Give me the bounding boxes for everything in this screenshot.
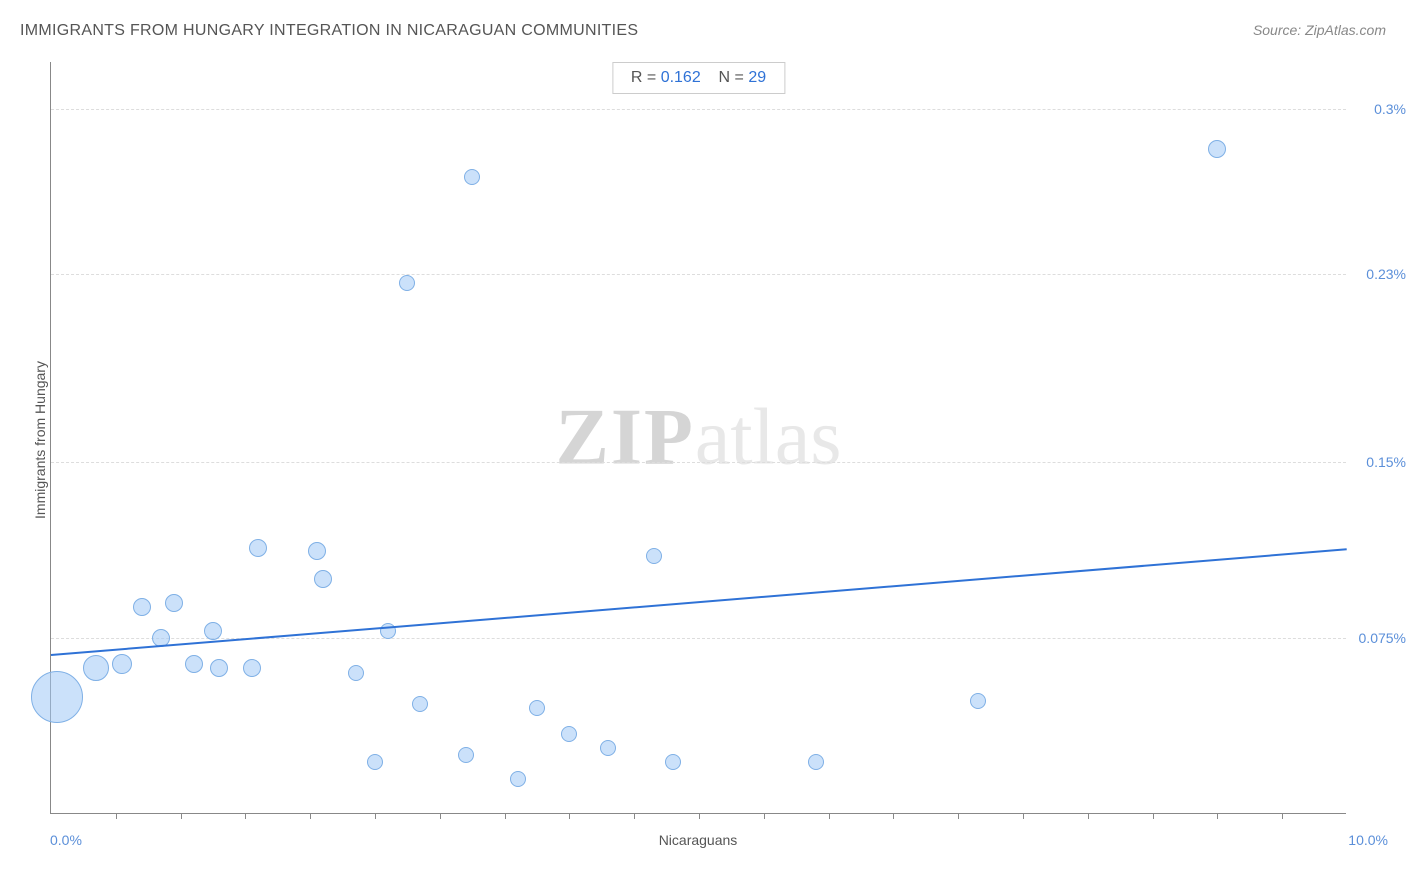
data-point <box>464 169 480 185</box>
data-point <box>399 275 415 291</box>
x-tick <box>245 813 246 819</box>
x-tick <box>1282 813 1283 819</box>
r-label: R = <box>631 69 661 86</box>
gridline <box>51 274 1346 275</box>
trendline <box>51 548 1347 656</box>
x-tick <box>1023 813 1024 819</box>
data-point <box>133 598 151 616</box>
x-tick <box>829 813 830 819</box>
watermark-bold: ZIP <box>556 393 695 481</box>
data-point <box>165 594 183 612</box>
data-point <box>510 771 526 787</box>
y-axis-label: Immigrants from Hungary <box>32 361 48 519</box>
x-tick <box>116 813 117 819</box>
data-point <box>561 726 577 742</box>
data-point <box>367 754 383 770</box>
data-point <box>314 570 332 588</box>
x-tick <box>893 813 894 819</box>
data-point <box>412 696 428 712</box>
gridline <box>51 109 1346 110</box>
x-tick <box>181 813 182 819</box>
data-point <box>529 700 545 716</box>
data-point <box>243 659 261 677</box>
stats-legend: R = 0.162 N = 29 <box>612 62 785 94</box>
x-tick <box>958 813 959 819</box>
x-tick <box>440 813 441 819</box>
y-tick-label: 0.23% <box>1366 266 1406 282</box>
x-tick <box>699 813 700 819</box>
x-min-label: 0.0% <box>50 832 82 848</box>
y-tick-label: 0.3% <box>1374 101 1406 117</box>
data-point <box>31 671 83 723</box>
x-tick <box>764 813 765 819</box>
chart-title: IMMIGRANTS FROM HUNGARY INTEGRATION IN N… <box>20 22 638 40</box>
x-tick <box>375 813 376 819</box>
scatter-plot: ZIPatlas R = 0.162 N = 29 0.075%0.15%0.2… <box>50 62 1346 814</box>
data-point <box>808 754 824 770</box>
data-point <box>308 542 326 560</box>
x-tick <box>505 813 506 819</box>
x-tick <box>310 813 311 819</box>
x-tick <box>569 813 570 819</box>
data-point <box>83 655 109 681</box>
data-point <box>249 539 267 557</box>
r-value: 0.162 <box>661 69 701 86</box>
x-tick <box>634 813 635 819</box>
data-point <box>185 655 203 673</box>
data-point <box>348 665 364 681</box>
x-axis-label: Nicaraguans <box>659 832 738 848</box>
data-point <box>458 747 474 763</box>
data-point <box>646 548 662 564</box>
data-point <box>112 654 132 674</box>
gridline <box>51 462 1346 463</box>
watermark-light: atlas <box>695 393 842 481</box>
x-tick <box>1153 813 1154 819</box>
data-point <box>1208 140 1226 158</box>
source-attribution: Source: ZipAtlas.com <box>1253 22 1386 38</box>
watermark: ZIPatlas <box>556 392 842 483</box>
data-point <box>600 740 616 756</box>
x-tick <box>1088 813 1089 819</box>
data-point <box>204 622 222 640</box>
data-point <box>665 754 681 770</box>
x-max-label: 10.0% <box>1348 832 1388 848</box>
data-point <box>970 693 986 709</box>
y-tick-label: 0.15% <box>1366 454 1406 470</box>
data-point <box>210 659 228 677</box>
n-label: N = <box>719 69 749 86</box>
n-value: 29 <box>748 69 766 86</box>
y-tick-label: 0.075% <box>1359 630 1406 646</box>
x-tick <box>1217 813 1218 819</box>
